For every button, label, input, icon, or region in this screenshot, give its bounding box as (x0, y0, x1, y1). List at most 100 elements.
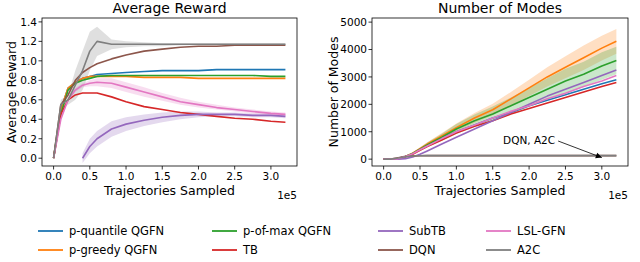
band (54, 27, 286, 158)
series-line: p-greedy QGFN (54, 76, 286, 158)
legend-label: SubTB (409, 224, 446, 238)
legend-swatch (38, 249, 63, 251)
series-line: p-greedy QGFN (384, 41, 617, 159)
series-line: p-quantile QGFN (384, 80, 617, 159)
series-line: A2C (384, 156, 617, 160)
x-tick (53, 166, 54, 170)
x-tick (270, 166, 271, 170)
legend-swatch (38, 230, 63, 232)
x-tick-label: 3.0 (593, 170, 610, 182)
plot-area: p-quantile QGFNp-greedy QGFNp-of-max QGF… (54, 27, 286, 163)
y-tick-label: 0 (360, 153, 367, 165)
annotation-arrowhead (595, 153, 602, 159)
y-tick (369, 131, 373, 132)
x-tick (492, 166, 493, 170)
y-tick (39, 99, 43, 100)
legend-swatch (212, 230, 237, 232)
x-tick-label: 1.5 (484, 170, 501, 182)
x-tick (529, 166, 530, 170)
x-tick-label: 1.0 (448, 170, 465, 182)
annotation-arrow (558, 141, 602, 158)
x-tick-label: 0.0 (375, 170, 392, 182)
x-tick (383, 166, 384, 170)
y-tick-label: 0.2 (20, 133, 37, 145)
title: Number of Modes (438, 0, 562, 16)
x-tick-label: 2.0 (190, 170, 207, 182)
y-tick (39, 138, 43, 139)
y-tick-label: 4000 (340, 43, 367, 55)
x-tick-label: 0.5 (81, 170, 98, 182)
plot-area: p-quantile QGFNp-greedy QGFNp-of-max QGF… (384, 29, 617, 159)
x-tick (198, 166, 199, 170)
series-line: TB (54, 93, 286, 158)
y-label: Average Reward (4, 41, 19, 143)
series-line: DQN (54, 45, 286, 158)
y-tick (39, 21, 43, 22)
y-tick (39, 41, 43, 42)
y-tick-label: 0.0 (20, 152, 37, 164)
x-tick-label: 2.5 (226, 170, 243, 182)
y-tick (39, 80, 43, 81)
title: Average Reward (112, 0, 226, 16)
series-line: p-of-max QGFN (54, 75, 286, 158)
legend-label: p-quantile QGFN (69, 224, 164, 238)
series-line: p-of-max QGFN (384, 60, 617, 159)
x-tick (601, 166, 602, 170)
y-tick-label: 1000 (340, 126, 367, 138)
y-tick-label: 1.2 (20, 35, 37, 47)
x-tick (234, 166, 235, 170)
series-line: SubTB (83, 114, 286, 158)
legend-label: p-of-max QGFN (243, 224, 331, 238)
y-tick-label: 0.6 (20, 94, 37, 106)
series-line: DQN (384, 156, 617, 160)
y-tick (39, 60, 43, 61)
x-tick-label: 2.5 (557, 170, 574, 182)
legend-label: TB (242, 243, 258, 257)
band (54, 78, 286, 158)
legend-swatch (378, 230, 403, 232)
y-tick (369, 49, 373, 50)
y-tick (39, 158, 43, 159)
y-tick (369, 159, 373, 160)
legend-swatch (212, 249, 237, 251)
y-tick (39, 119, 43, 120)
annotation: DQN, A2C (503, 134, 555, 146)
x-offset-text: 1e5 (608, 189, 628, 201)
y-tick-label: 1.4 (20, 16, 37, 28)
series-line: p-quantile QGFN (54, 70, 286, 159)
x-tick (126, 166, 127, 170)
band (384, 47, 617, 159)
legend-label: DQN (409, 243, 436, 257)
x-label: Trajectories Sampled (103, 183, 235, 198)
figure: p-quantile QGFNp-greedy QGFNp-of-max QGF… (0, 0, 640, 262)
x-tick (420, 166, 421, 170)
x-tick-label: 0.0 (45, 170, 62, 182)
x-tick (162, 166, 163, 170)
legend-swatch (378, 249, 403, 251)
y-tick-label: 0.4 (20, 113, 37, 125)
x-offset-text: 1e5 (277, 189, 297, 201)
legend-label: p-greedy QGFN (69, 243, 157, 257)
y-label: Number of Modes (326, 37, 341, 148)
y-tick-label: 1.0 (20, 55, 37, 67)
axes-frame (372, 18, 628, 166)
band (384, 29, 617, 159)
x-tick-label: 2.0 (521, 170, 538, 182)
y-tick-label: 0.8 (20, 74, 37, 86)
legend-label: A2C (517, 243, 540, 257)
series-line: LSL-GFN (384, 76, 617, 160)
legend-swatch (486, 230, 511, 232)
y-tick (369, 22, 373, 23)
y-tick (369, 104, 373, 105)
series-line: TB (384, 82, 617, 159)
axes-frame (42, 18, 297, 166)
legend-label: LSL-GFN (517, 224, 566, 238)
x-tick-label: 1.0 (118, 170, 135, 182)
y-tick (369, 76, 373, 77)
y-tick-label: 3000 (340, 71, 367, 83)
x-tick (456, 166, 457, 170)
x-label: Trajectories Sampled (434, 183, 566, 198)
x-tick-label: 1.5 (154, 170, 171, 182)
x-tick-label: 3.0 (263, 170, 280, 182)
series-line: SubTB (384, 70, 617, 159)
